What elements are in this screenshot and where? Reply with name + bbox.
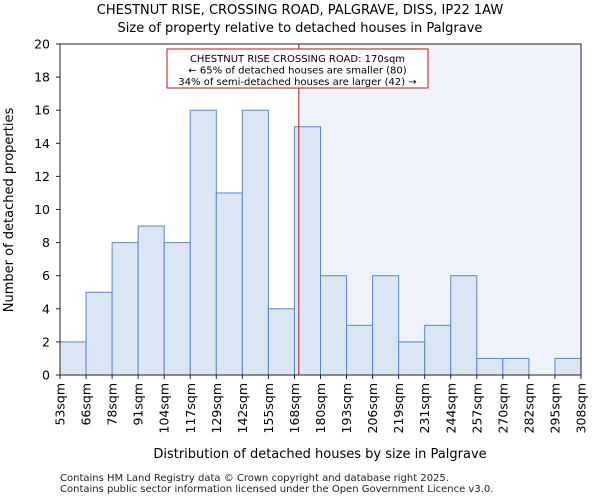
bar-295sqm [554, 357, 582, 376]
bar-78sqm [111, 242, 139, 376]
x-tick-label: 257sqm [469, 383, 484, 433]
footer-licence: Contains public sector information licen… [60, 484, 494, 495]
y-axis-label: Number of detached properties [2, 108, 17, 313]
bar-142sqm [241, 109, 269, 376]
y-tick-label: 8 [42, 235, 50, 250]
x-tick-label: 104sqm [157, 383, 172, 433]
bar-206sqm [372, 275, 400, 376]
x-tick-label: 66sqm [79, 383, 94, 426]
annotation-line-2: ← 65% of detached houses are smaller (80… [188, 66, 406, 77]
y-tick-label: 18 [34, 70, 50, 85]
bar-231sqm [424, 324, 452, 376]
x-tick-label: 53sqm [53, 383, 68, 426]
bar-117sqm [189, 109, 217, 376]
bar-53sqm [59, 341, 87, 376]
y-tick-label: 6 [42, 268, 50, 283]
bar-193sqm [346, 324, 374, 376]
x-tick-label: 282sqm [521, 383, 536, 433]
y-tick-label: 0 [42, 368, 50, 383]
bar-129sqm [215, 192, 243, 376]
chart-subtitle: Size of property relative to detached ho… [118, 21, 483, 36]
x-tick-label: 117sqm [183, 383, 198, 433]
y-tick-label: 20 [34, 37, 50, 52]
annotation-box [166, 48, 429, 89]
footer-copyright: Contains HM Land Registry data © Crown c… [60, 473, 449, 484]
y-tick-label: 16 [34, 103, 50, 118]
y-tick-label: 2 [42, 334, 50, 349]
bar-180sqm [320, 275, 348, 376]
x-tick-label: 180sqm [313, 383, 328, 433]
bar-257sqm [476, 357, 504, 376]
x-tick-label: 142sqm [235, 383, 250, 433]
y-tick-label: 14 [34, 136, 50, 151]
x-tick-label: 270sqm [495, 383, 510, 433]
y-tick-label: 4 [42, 301, 50, 316]
x-tick-label: 295sqm [547, 383, 562, 433]
x-tick-label: 78sqm [105, 383, 120, 426]
x-tick-label: 129sqm [209, 383, 224, 433]
bar-66sqm [85, 291, 113, 376]
chart-title: CHESTNUT RISE, CROSSING ROAD, PALGRAVE, … [97, 3, 504, 18]
bar-155sqm [267, 308, 295, 376]
x-axis-label: Distribution of detached houses by size … [153, 447, 486, 462]
x-tick-label: 308sqm [574, 383, 589, 433]
y-tick-label: 12 [34, 169, 50, 184]
x-tick-label: 206sqm [365, 383, 380, 433]
x-tick-label: 155sqm [261, 383, 276, 433]
annotation-line-3: 34% of semi-detached houses are larger (… [178, 77, 416, 88]
bar-270sqm [502, 357, 530, 376]
x-tick-label: 219sqm [391, 383, 406, 433]
annotation-line-1: CHESTNUT RISE CROSSING ROAD: 170sqm [190, 54, 405, 65]
bar-219sqm [398, 341, 426, 376]
y-tick-label: 10 [34, 202, 50, 217]
bar-91sqm [137, 225, 165, 376]
bar-104sqm [163, 242, 191, 376]
x-tick-label: 168sqm [287, 383, 302, 433]
x-tick-label: 91sqm [131, 383, 146, 426]
x-tick-label: 231sqm [417, 383, 432, 433]
bar-244sqm [450, 275, 478, 376]
x-tick-label: 193sqm [339, 383, 354, 433]
x-tick-label: 244sqm [443, 383, 458, 433]
